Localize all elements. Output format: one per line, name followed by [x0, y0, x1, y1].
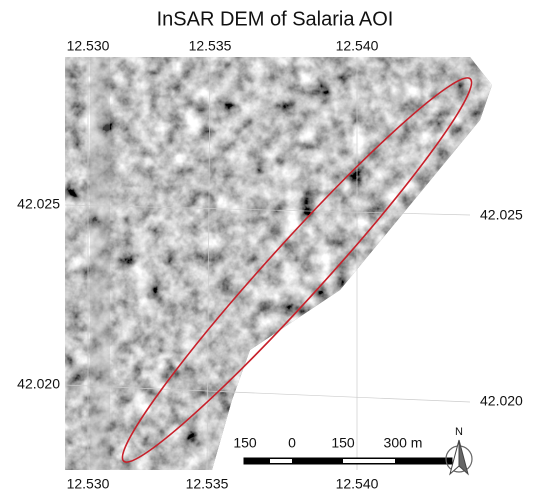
- top-label: 12.530: [67, 38, 110, 54]
- north-label: N: [455, 426, 463, 438]
- top-label: 12.535: [189, 38, 232, 54]
- bottom-label: 12.535: [186, 476, 229, 492]
- aoi-ellipse: [121, 77, 473, 463]
- dem-raster: [65, 57, 492, 470]
- left-label: 42.020: [17, 376, 60, 392]
- left-label: 42.025: [17, 196, 60, 212]
- north-right: [458, 439, 469, 476]
- raster-stripe: [90, 57, 110, 470]
- grid-line: [64, 204, 471, 216]
- scale-label: 150: [331, 435, 355, 451]
- right-label: 42.020: [480, 393, 523, 409]
- north-left: [449, 439, 460, 476]
- scale-segment: [343, 459, 395, 463]
- scale-segment: [270, 459, 292, 463]
- north-arrow: N: [445, 426, 473, 476]
- grid-line: [64, 384, 471, 403]
- bottom-label: 12.540: [336, 476, 379, 492]
- graticule: [64, 56, 471, 471]
- bottom-label: 12.530: [67, 476, 110, 492]
- map-title: InSAR DEM of Salaria AOI: [157, 8, 394, 30]
- right-label: 42.025: [480, 207, 523, 223]
- scale-label: 150: [233, 435, 257, 451]
- top-label: 12.540: [336, 38, 379, 54]
- raster-texture: [65, 57, 492, 470]
- scale-label: 300 m: [384, 435, 423, 451]
- scale-label: 0: [288, 435, 296, 451]
- scale-bar: 150 0 150 300 m: [233, 435, 453, 465]
